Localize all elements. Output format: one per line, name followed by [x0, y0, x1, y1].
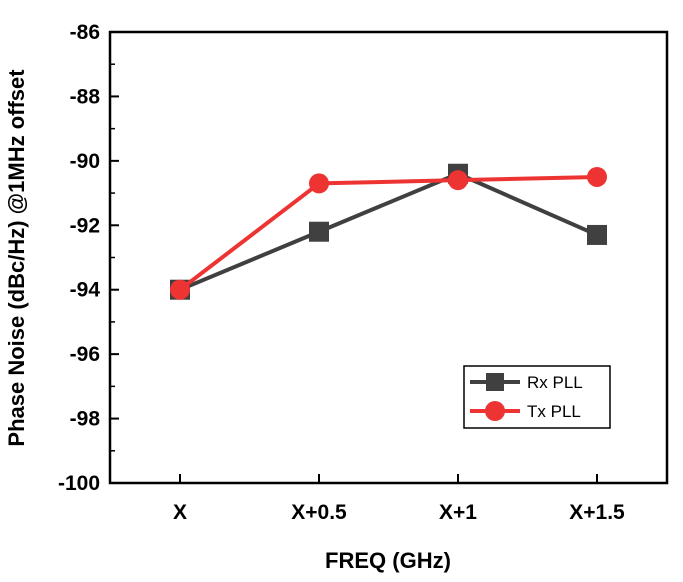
tx-pll-point [170, 279, 190, 300]
y-tick-label: -94 [70, 279, 101, 302]
series-line-1 [178, 174, 598, 292]
x-tick-label: X+1 [439, 501, 477, 524]
x-axis: X X+0.5 X+1 X+1.5 [173, 474, 625, 524]
y-tick-label: -92 [70, 214, 100, 237]
legend: Rx PLL Tx PLL [463, 365, 611, 429]
tx-pll-point [587, 166, 607, 187]
legend-label: Rx PLL [527, 373, 583, 392]
rx-pll-point [587, 224, 607, 245]
x-tick-label: X+1.5 [569, 501, 625, 524]
legend-label: Tx PLL [527, 402, 581, 421]
tx-pll-point [448, 170, 468, 191]
series-layer [170, 163, 607, 300]
x-axis-title: FREQ (GHz) [325, 548, 451, 573]
y-tick-label: -100 [58, 472, 100, 495]
x-tick-label: X [173, 501, 187, 524]
y-axis: -86 -88 -90 -92 -94 -96 -98 -100 [58, 21, 119, 495]
y-tick-label: -88 [70, 85, 101, 108]
y-tick-label: -90 [70, 150, 100, 173]
rx-pll-point [309, 221, 329, 242]
y-tick-label: -98 [70, 408, 101, 431]
legend-marker [486, 373, 504, 391]
y-axis-title: Phase Noise (dBc/Hz) @1MHz offset [4, 69, 29, 447]
tx-pll-point [309, 173, 329, 194]
y-tick-label: -96 [70, 343, 100, 366]
y-tick-label: -86 [70, 21, 100, 44]
x-tick-label: X+0.5 [291, 501, 347, 524]
series-line-0 [179, 171, 598, 292]
legend-marker [485, 401, 505, 421]
